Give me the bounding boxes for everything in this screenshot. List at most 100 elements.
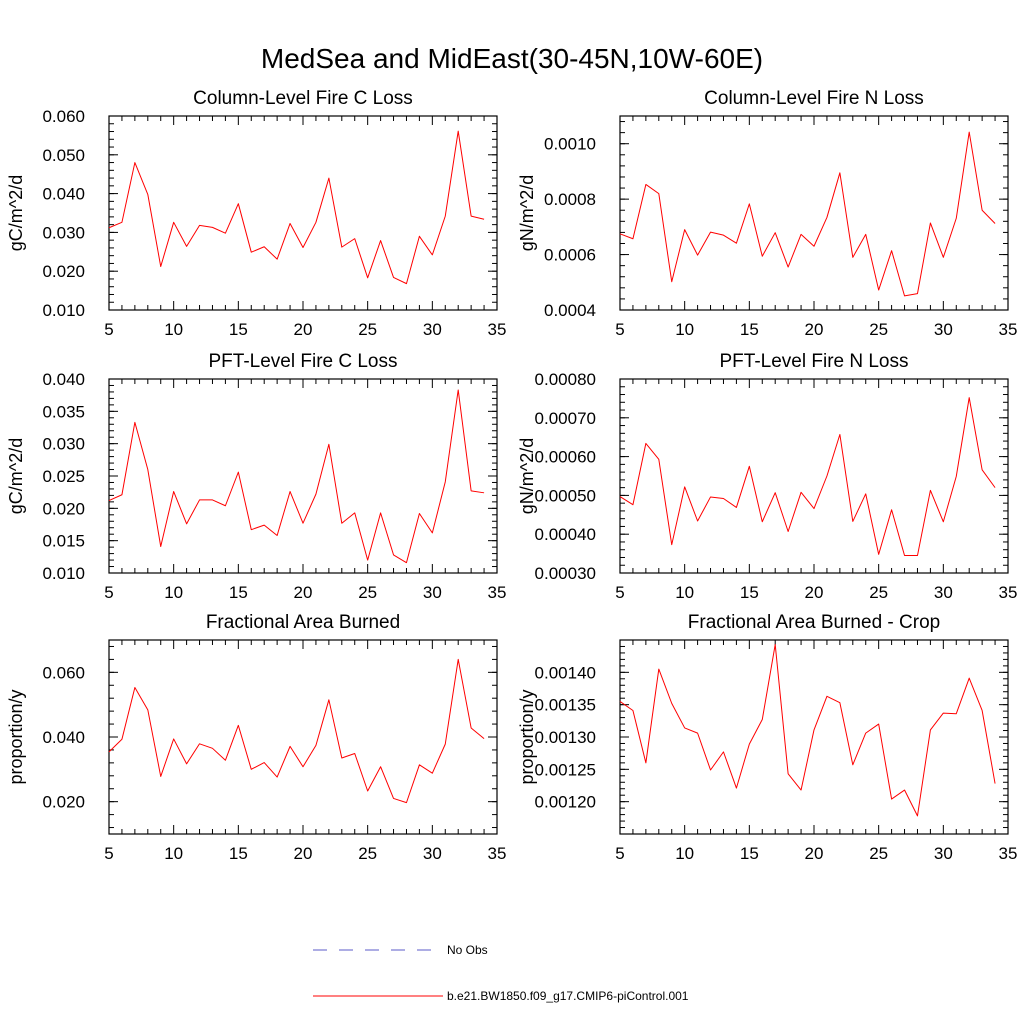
- panel-1: 5 10 15 20 25 30 35 0.010 0.020 0.030 0.040 0.050 0.…: [6, 88, 506, 339]
- y-tick-label: 0.020: [42, 262, 85, 281]
- y-axis-label: gN/m^2/d: [517, 175, 537, 251]
- x-tick-label: 15: [229, 320, 248, 339]
- x-tick-label: 20: [294, 844, 313, 863]
- legend-item-obs: No Obs: [313, 943, 488, 957]
- panel-5: 5 10 15 20 25 30 35 0.020 0.040 0.060 Fractional A…: [6, 612, 506, 863]
- y-tick-label: 0.010: [42, 301, 85, 320]
- x-tick-label: 20: [805, 583, 824, 602]
- y-tick-label: 0.00140: [535, 663, 596, 682]
- x-tick-label: 20: [294, 320, 313, 339]
- y-tick-label: 0.00120: [535, 793, 596, 812]
- series-line: [619, 644, 996, 817]
- y-tick-label: 0.00080: [535, 370, 596, 389]
- x-tick-label: 30: [934, 844, 953, 863]
- panel-4: 5 10 15 20 25 30 35 0.00030 0.00040 0.00050 0.0006…: [517, 351, 1017, 602]
- panel-title: Fractional Area Burned: [206, 612, 400, 633]
- y-tick-label: 0.00135: [535, 696, 596, 715]
- x-tick-label: 35: [488, 583, 507, 602]
- x-tick-label: 15: [740, 844, 759, 863]
- panel-2: 5 10 15 20 25 30 35 0.0004 0.0006 0.0008 0.0010 Col…: [517, 88, 1017, 339]
- x-tick-label: 5: [615, 320, 624, 339]
- x-tick-label: 5: [104, 320, 113, 339]
- x-tick-label: 35: [999, 583, 1018, 602]
- y-tick-label: 0.040: [42, 185, 85, 204]
- y-tick-label: 0.035: [42, 402, 85, 421]
- x-tick-label: 30: [423, 583, 442, 602]
- legend-item-model: b.e21.BW1850.f09_g17.CMIP6-piControl.001: [313, 989, 689, 1003]
- x-tick-label: 5: [104, 583, 113, 602]
- panel-title: PFT-Level Fire C Loss: [209, 351, 398, 372]
- x-tick-label: 10: [675, 844, 694, 863]
- x-tick-label: 15: [229, 583, 248, 602]
- panel-6: 5 10 15 20 25 30 35 0.00120 0.00125 0.00130 0.0013…: [517, 612, 1017, 863]
- x-tick-label: 25: [358, 844, 377, 863]
- y-tick-label: 0.020: [42, 793, 85, 812]
- series-line: [619, 131, 996, 297]
- x-tick-label: 20: [294, 583, 313, 602]
- panel-title: Fractional Area Burned - Crop: [688, 612, 940, 633]
- x-tick-label: 10: [164, 320, 183, 339]
- x-tick-label: 5: [104, 844, 113, 863]
- legend: No Obs b.e21.BW1850.f09_g17.CMIP6-piCont…: [313, 943, 689, 1003]
- x-tick-label: 20: [805, 320, 824, 339]
- x-tick-label: 10: [164, 583, 183, 602]
- y-tick-label: 0.025: [42, 467, 85, 486]
- x-tick-label: 25: [358, 583, 377, 602]
- y-tick-label: 0.0004: [544, 301, 596, 320]
- y-tick-label: 0.050: [42, 146, 85, 165]
- x-tick-label: 25: [869, 844, 888, 863]
- y-tick-label: 0.00040: [535, 525, 596, 544]
- x-tick-label: 15: [740, 583, 759, 602]
- figure-title: MedSea and MidEast(30-45N,10W-60E): [261, 43, 763, 74]
- panel-title: Column-Level Fire C Loss: [193, 88, 413, 109]
- y-tick-label: 0.00050: [535, 486, 596, 505]
- y-tick-label: 0.010: [42, 564, 85, 583]
- plot-frame: [619, 378, 1009, 574]
- plot-frame: [108, 639, 498, 835]
- x-tick-label: 5: [615, 844, 624, 863]
- x-tick-label: 15: [740, 320, 759, 339]
- x-tick-label: 25: [869, 320, 888, 339]
- y-tick-label: 0.030: [42, 223, 85, 242]
- y-tick-label: 0.040: [42, 728, 85, 747]
- y-tick-label: 0.00130: [535, 728, 596, 747]
- legend-label-obs: No Obs: [447, 943, 488, 957]
- y-tick-label: 0.020: [42, 499, 85, 518]
- x-tick-label: 25: [869, 583, 888, 602]
- x-tick-label: 25: [358, 320, 377, 339]
- x-tick-label: 30: [934, 320, 953, 339]
- plot-frame: [108, 378, 498, 574]
- y-tick-label: 0.0010: [544, 135, 596, 154]
- x-tick-label: 15: [229, 844, 248, 863]
- x-tick-label: 10: [675, 320, 694, 339]
- y-axis-label: proportion/y: [6, 689, 26, 784]
- y-axis-label: proportion/y: [517, 689, 537, 784]
- y-tick-label: 0.040: [42, 370, 85, 389]
- series-line: [619, 397, 996, 557]
- series-line: [108, 130, 485, 285]
- x-tick-label: 30: [934, 583, 953, 602]
- x-tick-label: 35: [999, 320, 1018, 339]
- x-tick-label: 10: [675, 583, 694, 602]
- plot-frame: [619, 115, 1009, 311]
- plot-frame: [108, 115, 498, 311]
- x-tick-label: 5: [615, 583, 624, 602]
- panel-3: 5 10 15 20 25 30 35 0.010 0.015 0.020 0.025 0.030 0.…: [6, 351, 506, 602]
- panel-title: Column-Level Fire N Loss: [704, 88, 924, 109]
- y-tick-label: 0.015: [42, 532, 85, 551]
- y-tick-label: 0.00030: [535, 564, 596, 583]
- y-axis-label: gC/m^2/d: [6, 175, 26, 251]
- x-tick-label: 20: [805, 844, 824, 863]
- panel-title: PFT-Level Fire N Loss: [720, 351, 909, 372]
- x-tick-label: 30: [423, 320, 442, 339]
- legend-label-model: b.e21.BW1850.f09_g17.CMIP6-piControl.001: [447, 989, 689, 1003]
- y-tick-label: 0.060: [42, 663, 85, 682]
- y-tick-label: 0.030: [42, 435, 85, 454]
- y-tick-label: 0.0006: [544, 246, 596, 265]
- y-tick-label: 0.00070: [535, 409, 596, 428]
- x-tick-label: 30: [423, 844, 442, 863]
- x-tick-label: 10: [164, 844, 183, 863]
- series-line: [108, 389, 485, 564]
- panels: 5 10 15 20 25 30 35 0.010 0.020 0.030 0.040 0.050 0.…: [6, 88, 1017, 863]
